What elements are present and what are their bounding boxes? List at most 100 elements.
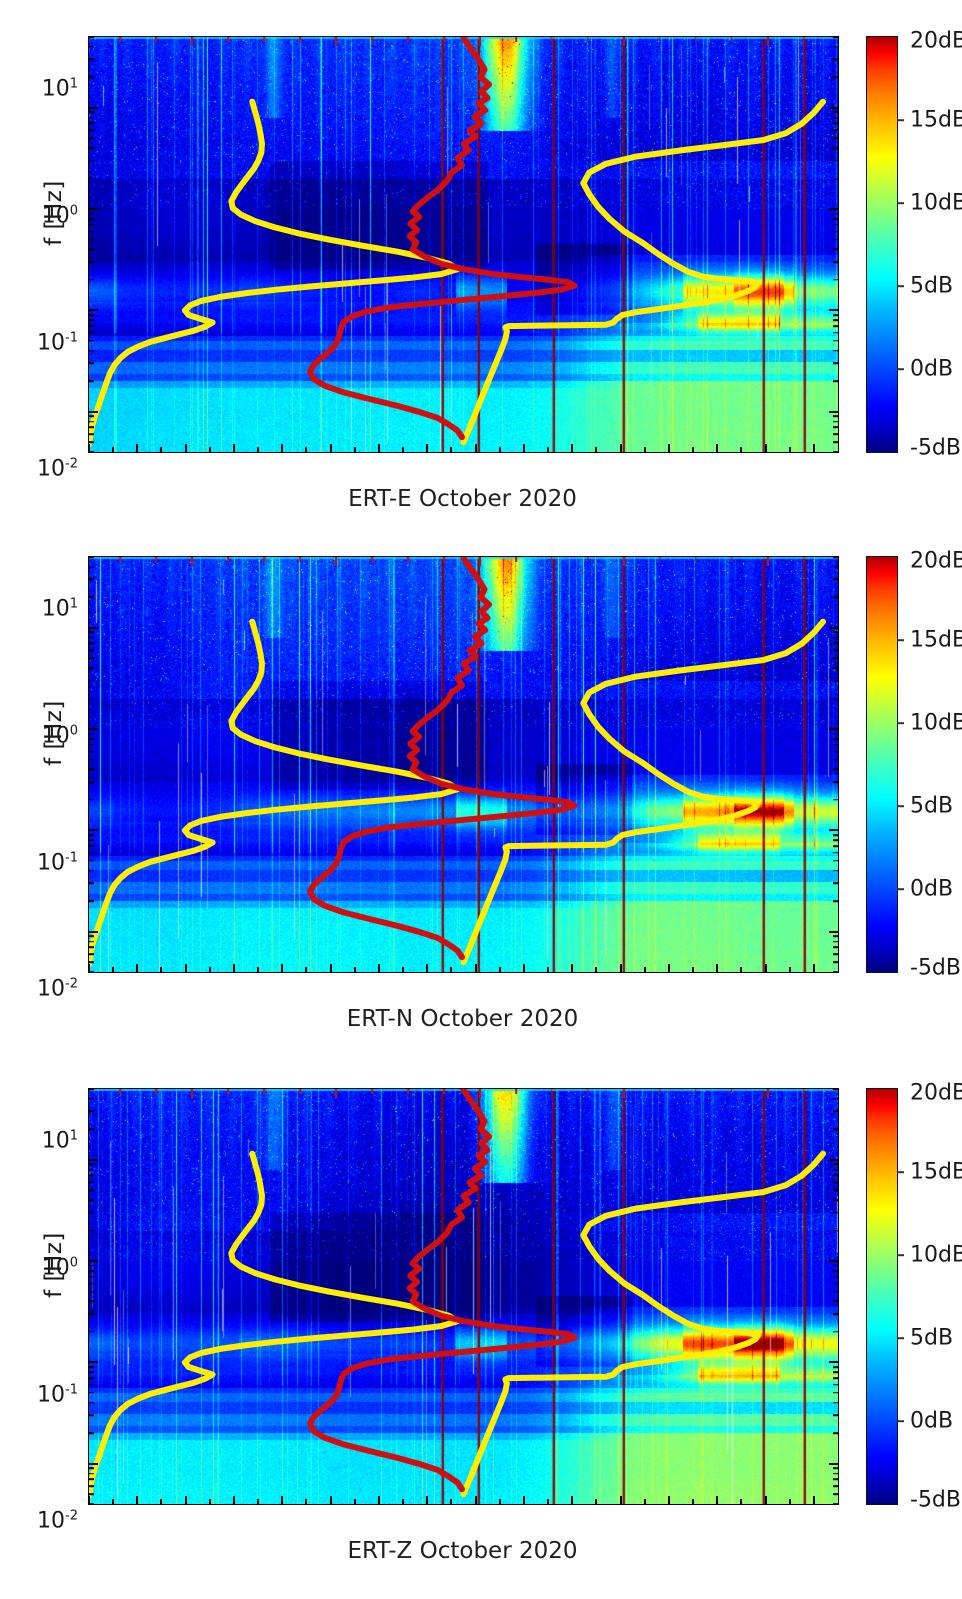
x-axis-minor-tick (643, 1499, 646, 1504)
colorbar-ert-n: 20dB 15dB 10dB 5dB 0dB -5dB (866, 549, 962, 980)
y-axis-minor-tick (833, 971, 838, 972)
x-axis-minor-tick (740, 967, 743, 972)
top-axis-minor-tick (263, 1089, 266, 1094)
top-axis-tick-mark (622, 37, 625, 46)
y-axis-minor-tick (89, 1098, 94, 1100)
x-axis-tick-mark (667, 1496, 670, 1504)
x-axis-minor-tick (160, 967, 163, 972)
y-axis-minor-tick (833, 642, 838, 645)
x-axis-tick-mark (136, 964, 139, 972)
y-axis-minor-tick (833, 1282, 838, 1285)
x-axis-tick-mark (812, 964, 815, 972)
y-axis-minor-tick (833, 882, 838, 885)
y-axis-minor-tick (833, 566, 838, 568)
top-axis-tick-mark (766, 37, 769, 46)
y-axis-minor-tick (833, 325, 838, 327)
y-axis-minor-tick (833, 159, 838, 162)
x-axis-minor-tick (402, 1499, 405, 1504)
top-axis-minor-tick (658, 1089, 661, 1094)
high-noise-model-curve (307, 37, 578, 441)
y-axis-minor-tick (89, 732, 94, 735)
y-axis-minor-tick (89, 325, 94, 327)
top-axis-tick-mark (622, 557, 625, 566)
top-axis-tick-mark (335, 37, 338, 46)
y-axis-minor-tick (89, 441, 94, 443)
top-axis-minor-tick (443, 37, 445, 42)
y-axis-minor-tick (89, 380, 94, 382)
y-axis-minor-tick (89, 314, 94, 316)
top-axis-minor-tick (299, 1089, 301, 1094)
colorbar-tick-mark (897, 119, 904, 121)
y-axis-minor-tick (833, 177, 838, 180)
y-axis-minor-tick (89, 58, 94, 61)
y-axis-tick-mark (829, 1158, 838, 1161)
y-axis-minor-tick (89, 1264, 94, 1267)
y-axis-minor-tick (89, 319, 94, 321)
top-axis-tick-mark (478, 37, 481, 46)
y-axis-minor-tick (833, 1493, 838, 1495)
plot-area-ert-e[interactable]: 01030507091113151719212325272931-180dB-1… (88, 36, 839, 453)
x-axis-tick-mark (184, 964, 187, 972)
top-axis-tick-mark (191, 37, 194, 46)
top-axis-minor-tick (371, 37, 373, 42)
top-axis-minor-tick (263, 37, 266, 42)
y-axis-tick-label: 101 (41, 596, 78, 622)
y-axis-minor-tick (89, 869, 94, 872)
top-axis-tick-mark (478, 1089, 481, 1098)
plot-area-ert-z[interactable]: 01030507091113151719212325272931-180dB-1… (88, 1088, 839, 1505)
x-axis-tick-mark (377, 1496, 380, 1504)
y-axis-tick-label: 10-1 (37, 329, 78, 356)
plot-area-ert-n[interactable]: 01030507091113151719212325272931-180dB-1… (88, 556, 839, 973)
x-axis-tick-mark (89, 964, 90, 972)
x-axis-minor-tick (450, 447, 453, 452)
top-axis-minor-tick (658, 37, 661, 42)
y-axis-minor-tick (833, 37, 838, 38)
y-axis-minor-tick (89, 1485, 94, 1487)
colorbar-tick-label: 20dB (910, 1080, 962, 1106)
colorbar-tick-mark (897, 722, 904, 724)
y-axis-minor-tick (89, 1432, 94, 1434)
top-axis-minor-tick (227, 1089, 230, 1094)
top-axis-minor-tick (515, 37, 517, 42)
y-axis-minor-tick (833, 111, 838, 114)
x-axis-minor-tick (498, 447, 501, 452)
x-axis-minor-tick (740, 1499, 743, 1504)
y-axis-minor-tick (833, 129, 838, 132)
spectrogram-image-ert-e (89, 37, 838, 452)
x-axis-tick-mark (136, 1496, 139, 1504)
spectrogram-image-ert-n (89, 557, 838, 972)
x-axis-minor-tick (305, 1499, 308, 1504)
y-axis-minor-tick (89, 1275, 94, 1278)
x-axis-tick-mark (619, 444, 622, 452)
y-axis-minor-tick (89, 279, 94, 281)
colorbar-tick-label: 10dB (910, 1242, 962, 1268)
y-axis-minor-tick (89, 1503, 94, 1504)
y-axis-minor-tick (89, 116, 94, 119)
low-noise-model-curve-left (89, 98, 461, 447)
y-axis-minor-tick (833, 738, 838, 740)
top-axis-minor-tick (119, 1089, 122, 1094)
y-axis-minor-tick (833, 1270, 838, 1272)
colorbar-tick-label: 15dB (910, 627, 962, 653)
x-axis-minor-tick (595, 967, 598, 972)
y-axis-minor-tick (833, 279, 838, 281)
y-axis-tick-mark (89, 829, 98, 832)
x-axis-tick-mark (184, 1496, 187, 1504)
x-axis-minor-tick (450, 967, 453, 972)
x-axis-tick-mark (716, 964, 719, 972)
y-axis-minor-tick (833, 596, 838, 599)
y-axis-minor-tick (89, 1472, 94, 1475)
y-axis-minor-tick (89, 781, 94, 783)
y-axis-tick-mark (829, 309, 838, 312)
y-axis-minor-tick (833, 1181, 838, 1184)
y-axis-minor-tick (89, 137, 94, 140)
low-noise-model-curve-left (89, 618, 461, 967)
y-axis-minor-tick (833, 1485, 838, 1487)
panel-ert-n: 01030507091113151719212325272931-180dB-1… (0, 520, 962, 1040)
y-axis-minor-tick (89, 111, 94, 114)
y-axis-minor-tick (89, 1282, 94, 1285)
y-axis-minor-tick (833, 799, 838, 801)
x-axis-minor-tick (402, 967, 405, 972)
y-axis-minor-tick (89, 631, 94, 634)
x-axis-tick-mark (716, 1496, 719, 1504)
